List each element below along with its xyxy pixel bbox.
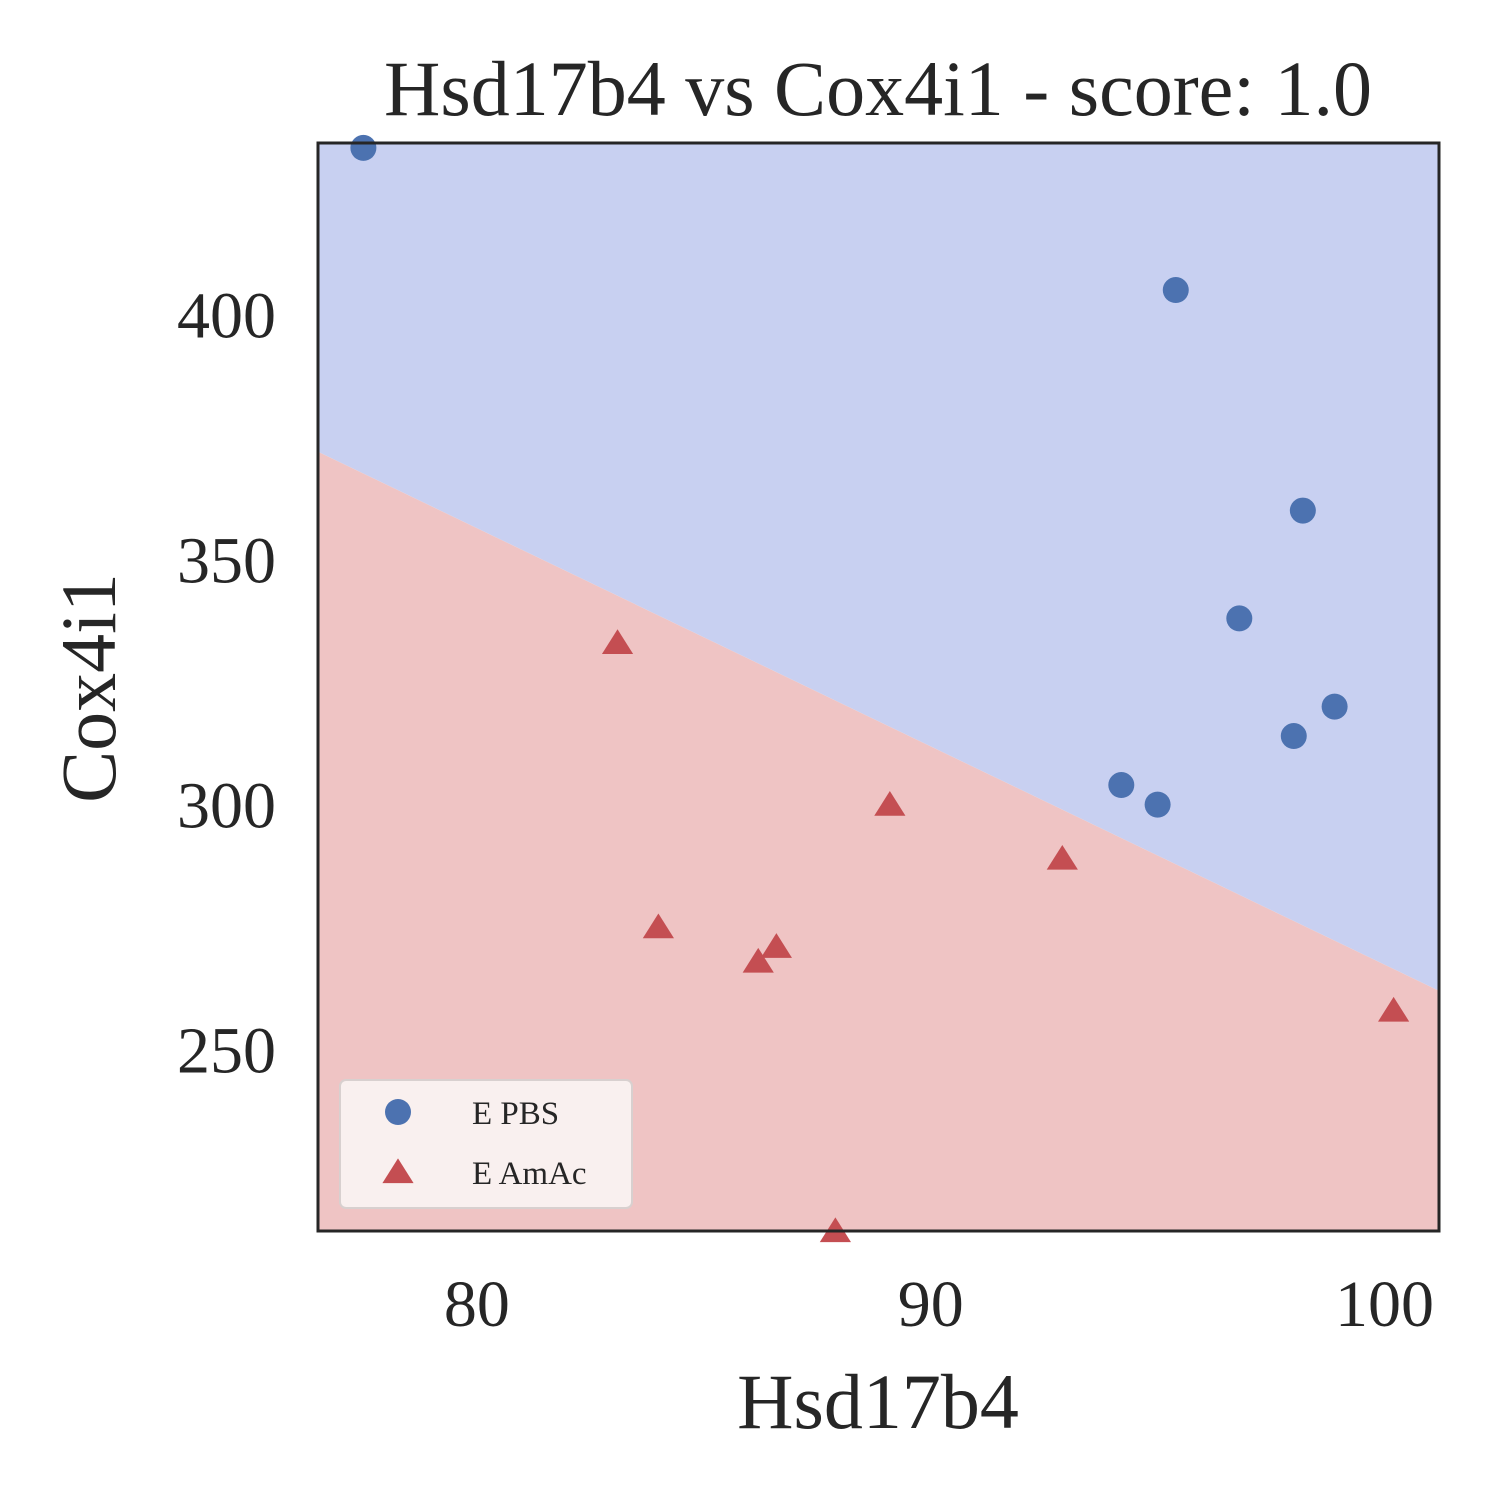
legend-box — [339, 1079, 633, 1209]
x-axis-title: Hsd17b4 — [737, 1358, 1019, 1445]
plot-area — [318, 134, 1439, 1243]
y-tick-label: 350 — [177, 525, 276, 598]
x-tick-label: 100 — [1335, 1268, 1434, 1341]
data-point-e-amac — [1378, 996, 1410, 1022]
decision-region-lower — [318, 451, 1439, 1232]
legend-label: E PBS — [472, 1096, 559, 1132]
data-point-e-pbs — [1108, 772, 1135, 799]
data-point-e-amac — [742, 947, 774, 973]
data-point-e-pbs — [1162, 277, 1189, 304]
data-point-e-amac — [760, 933, 792, 958]
chart-title: Hsd17b4 vs Cox4i1 - score: 1.0 — [384, 45, 1372, 132]
data-point-e-pbs — [1289, 497, 1316, 524]
y-axis-title: Cox4i1 — [45, 573, 132, 803]
y-tick-label: 250 — [177, 1015, 276, 1088]
y-tick-label: 400 — [177, 280, 276, 353]
data-point-e-pbs — [1226, 605, 1253, 632]
data-point-e-amac — [874, 791, 906, 816]
x-axis-ticks: 80 90 100 — [444, 1268, 1434, 1341]
data-point-e-amac — [642, 913, 674, 939]
y-tick-label: 300 — [177, 770, 276, 843]
data-point-e-pbs — [1280, 723, 1307, 750]
legend-marker — [382, 1158, 414, 1184]
x-tick-label: 90 — [898, 1268, 964, 1341]
x-tick-label: 80 — [444, 1268, 510, 1341]
legend: E PBS E AmAc — [339, 1079, 633, 1209]
legend-label: E AmAc — [472, 1156, 587, 1192]
legend-marker — [385, 1099, 411, 1125]
data-point-e-pbs — [350, 134, 377, 161]
data-point-e-amac — [1046, 844, 1078, 870]
data-point-e-pbs — [1321, 693, 1348, 720]
data-points — [350, 134, 1410, 1243]
data-point-e-amac — [601, 629, 634, 655]
plot-frame — [316, 141, 1441, 1233]
data-point-e-pbs — [1144, 791, 1171, 818]
decision-region-upper — [318, 143, 1439, 991]
y-axis-ticks: 250 300 350 400 — [177, 280, 276, 1088]
